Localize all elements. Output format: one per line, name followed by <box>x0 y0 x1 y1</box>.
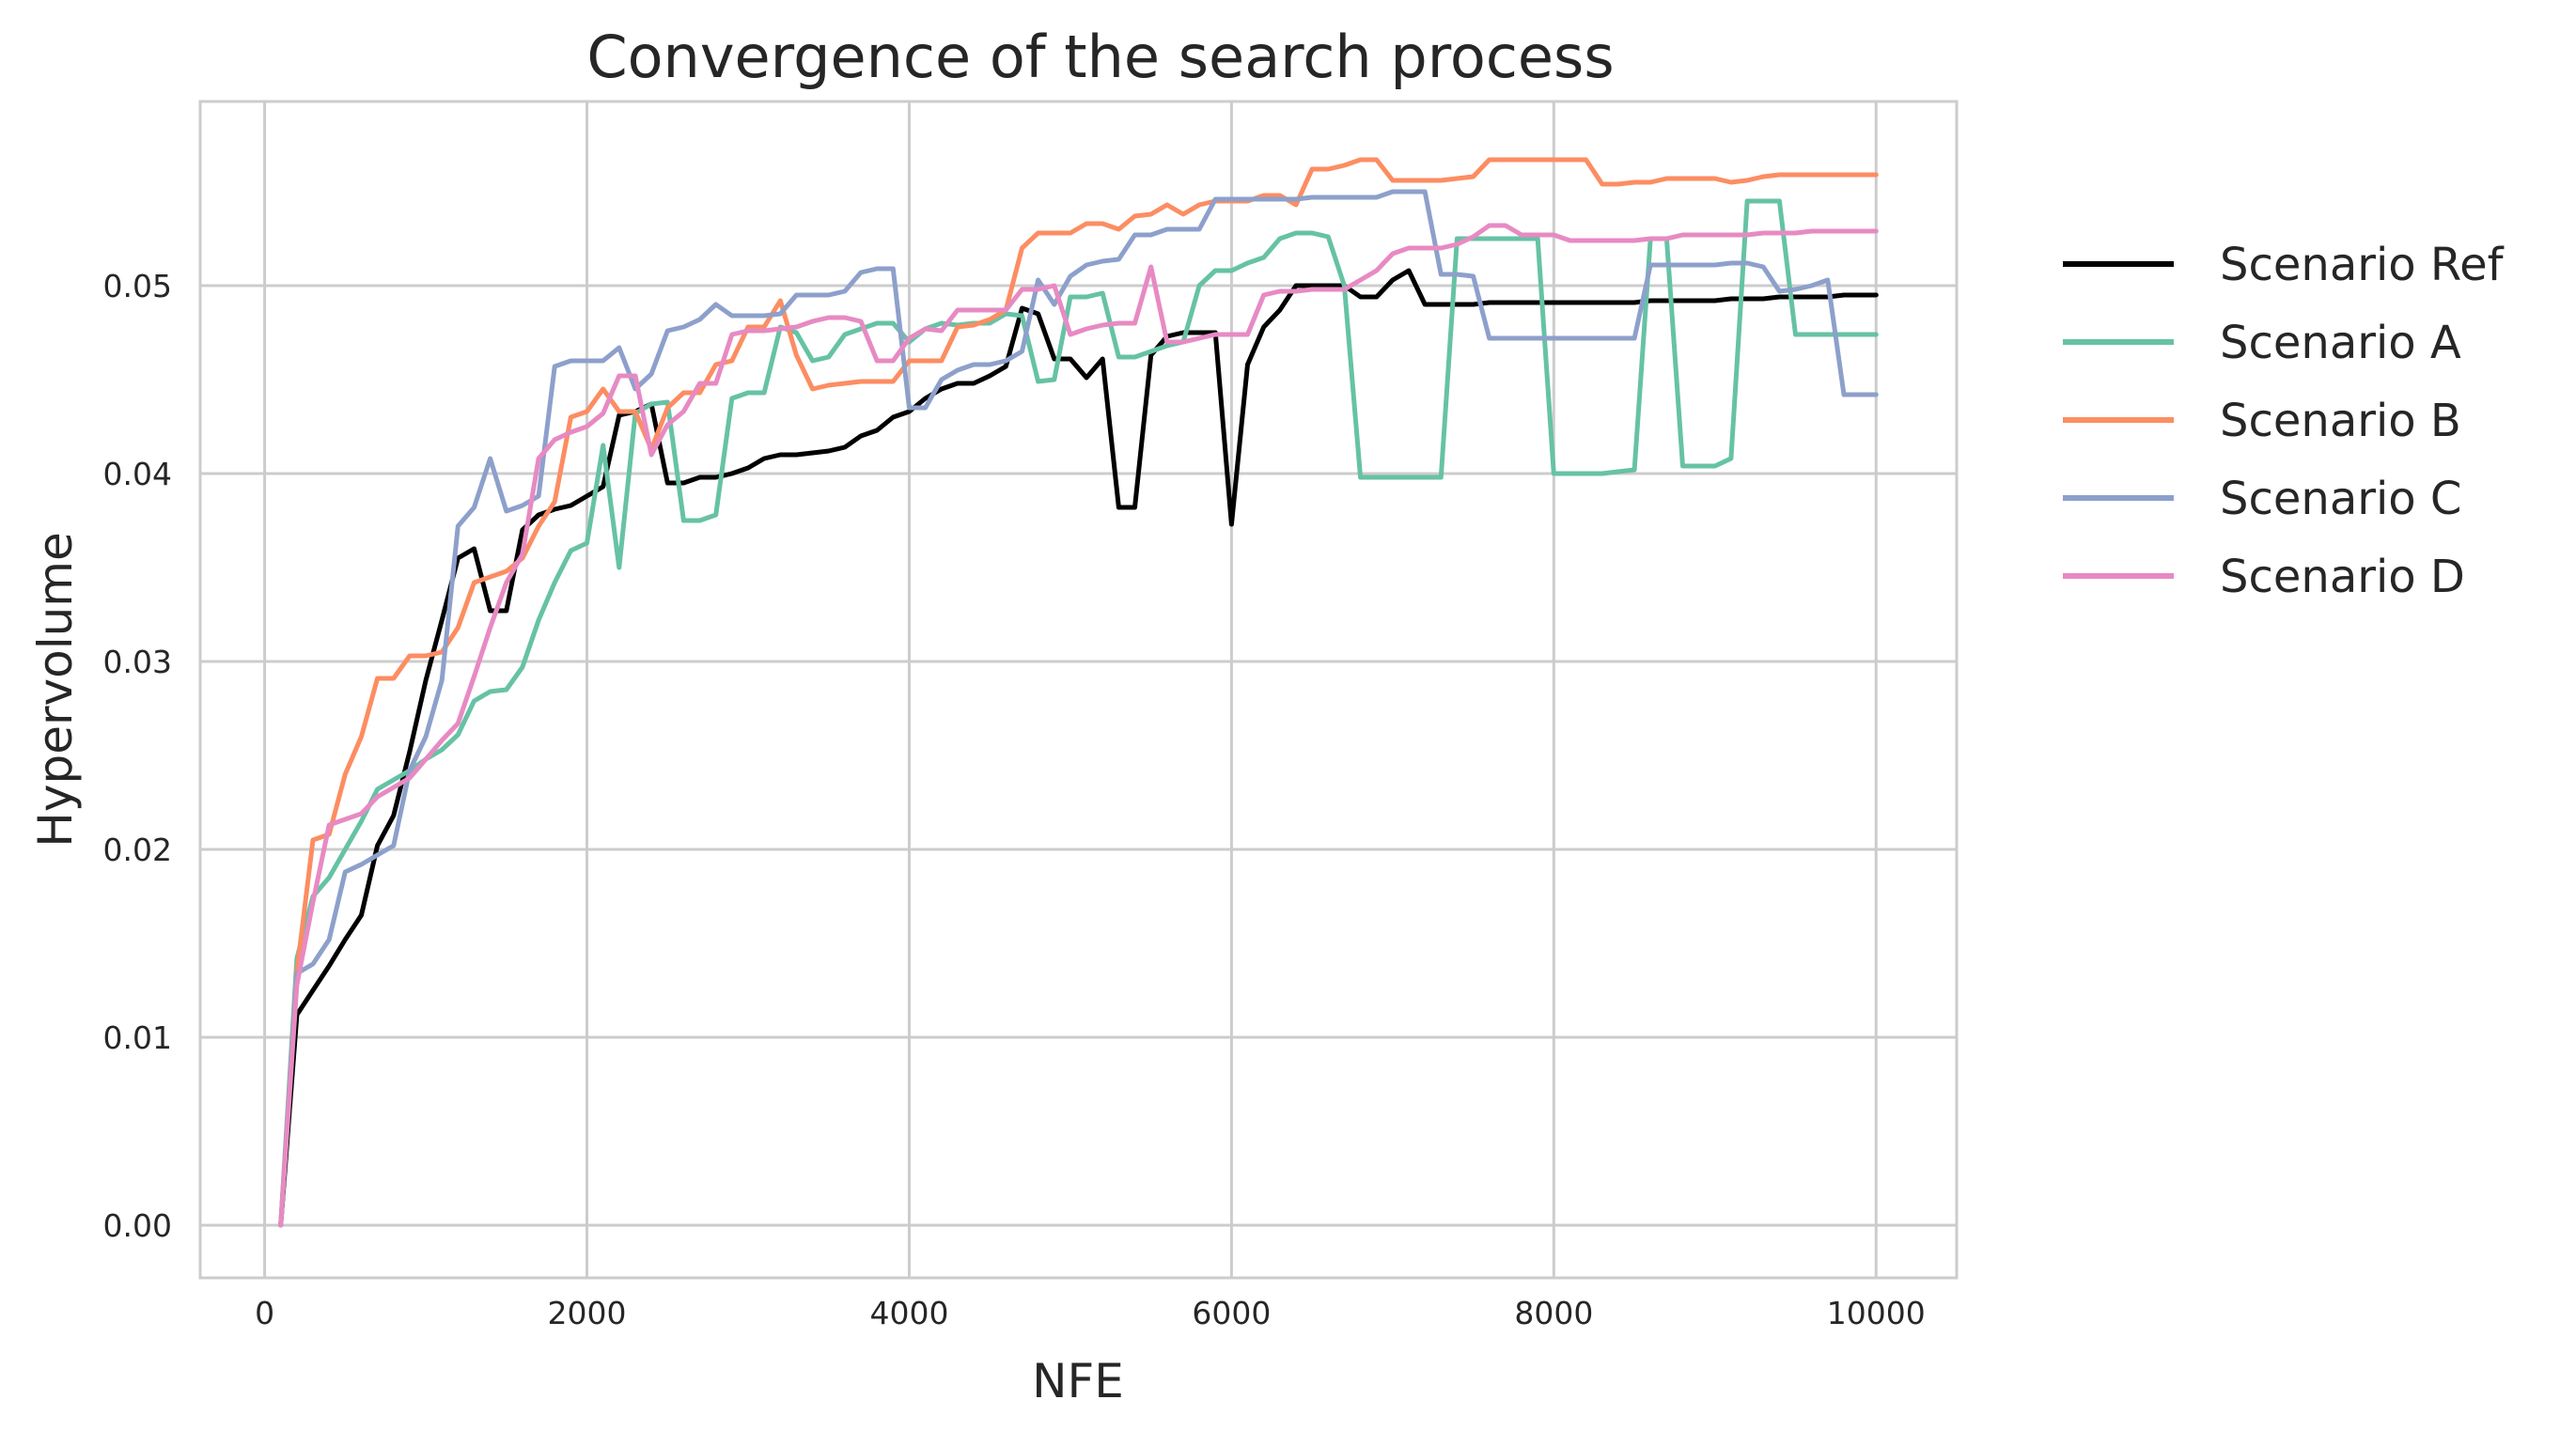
y-tick-label: 0.03 <box>103 644 172 680</box>
x-tick-label: 6000 <box>1192 1295 1271 1331</box>
y-tick-label: 0.04 <box>103 456 172 492</box>
x-tick-label: 2000 <box>548 1295 627 1331</box>
series-line-scenario-d <box>278 223 1879 1228</box>
legend-label-scenario-b: Scenario B <box>2220 395 2461 447</box>
legend: Scenario Ref Scenario A Scenario B Scenario… <box>2063 239 2505 603</box>
legend-label-scenario-ref: Scenario Ref <box>2220 239 2505 291</box>
y-axis-label: Hypervolume <box>28 532 83 847</box>
y-tick-label: 0.05 <box>103 268 172 304</box>
y-tick-label: 0.02 <box>103 832 172 868</box>
y-tick-label: 0.00 <box>103 1207 172 1244</box>
chart-title: Convergence of the search process <box>586 23 1614 91</box>
x-tick-label: 0 <box>255 1295 274 1331</box>
x-tick-labels: 0 2000 4000 6000 8000 10000 <box>255 1295 1926 1331</box>
legend-label-scenario-c: Scenario C <box>2220 473 2461 525</box>
series-line-scenario-b <box>278 157 1879 1228</box>
series-line-scenario-a <box>278 198 1879 1228</box>
y-tick-labels: 0.00 0.01 0.02 0.03 0.04 0.05 <box>103 268 172 1244</box>
x-tick-label: 8000 <box>1514 1295 1593 1331</box>
legend-label-scenario-d: Scenario D <box>2220 551 2465 603</box>
series-line-scenario-c <box>278 189 1879 1228</box>
x-axis-label: NFE <box>1032 1354 1124 1408</box>
x-tick-label: 4000 <box>869 1295 948 1331</box>
y-tick-label: 0.01 <box>103 1019 172 1056</box>
series-lines <box>278 157 1879 1228</box>
legend-label-scenario-a: Scenario A <box>2220 317 2461 369</box>
x-tick-label: 10000 <box>1827 1295 1926 1331</box>
plot-area-frame <box>198 100 1959 1280</box>
